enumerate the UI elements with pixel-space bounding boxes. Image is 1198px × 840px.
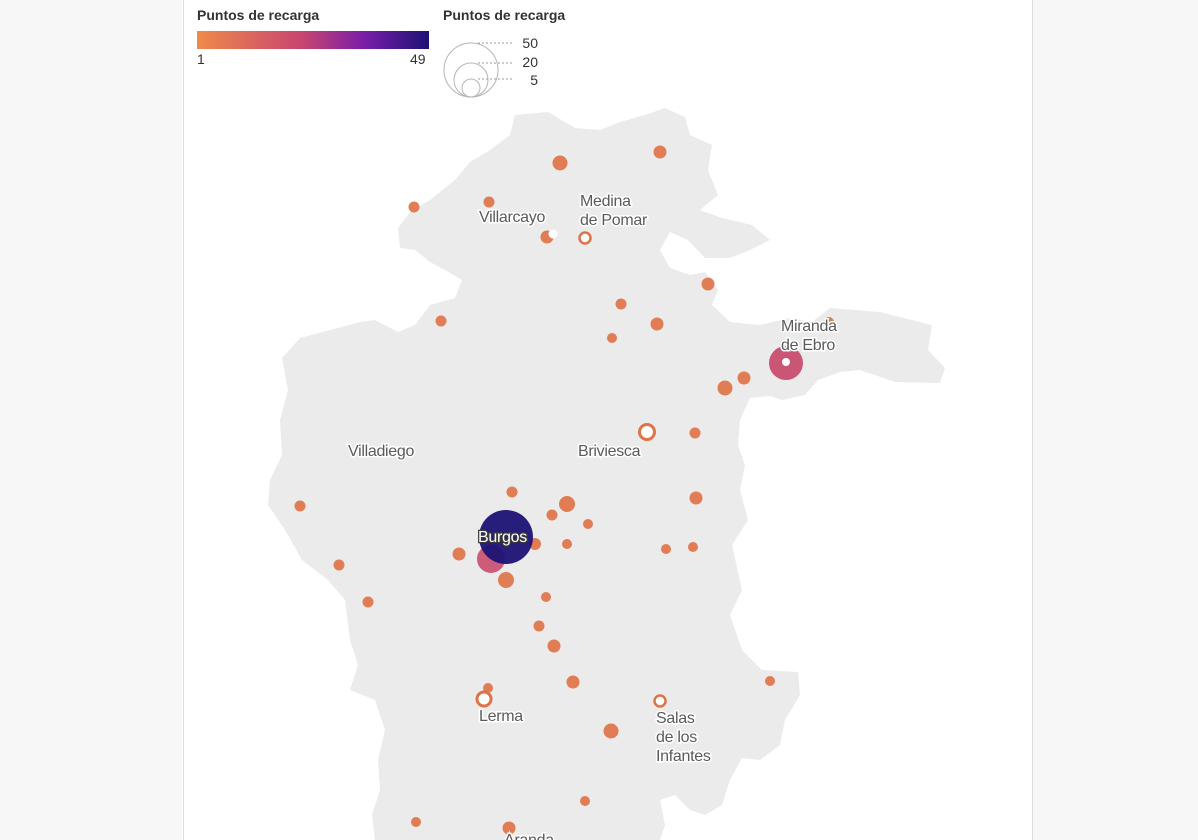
place-label-line: de los <box>656 729 697 746</box>
charging-point <box>498 572 514 588</box>
town-marker <box>475 690 493 708</box>
place-label-briviesca: Briviesca <box>578 443 641 460</box>
charging-point <box>689 427 701 439</box>
color-gradient-bar <box>197 31 429 49</box>
place-label-line: Medina <box>580 193 631 210</box>
charging-point <box>546 509 558 521</box>
charging-point <box>737 371 751 385</box>
charging-point <box>411 817 421 827</box>
size-legend: 50 20 5 <box>443 35 538 98</box>
place-label-villadiego: Villadiego <box>348 443 414 460</box>
place-label-line: Miranda <box>781 318 837 335</box>
charging-point <box>435 315 447 327</box>
charging-points <box>294 145 834 835</box>
place-label-medina-de-pomar: Medina de Pomar <box>580 193 648 229</box>
size-legend-circle-small <box>461 78 481 98</box>
place-label-line: de Pomar <box>580 212 648 229</box>
place-label-lerma: Lerma <box>479 708 523 725</box>
size-legend-circle-medium <box>453 62 489 98</box>
town-marker <box>782 358 790 366</box>
color-legend-max: 49 <box>410 51 426 67</box>
charging-point <box>552 155 568 171</box>
charging-point <box>650 317 664 331</box>
charging-point <box>603 723 619 739</box>
size-legend-label-50: 50 <box>522 35 538 51</box>
town-marker <box>548 229 558 239</box>
charging-point <box>547 639 561 653</box>
charging-point-burgos <box>479 510 533 564</box>
charging-point <box>607 333 617 343</box>
place-label-line: Salas <box>656 710 695 727</box>
place-label-line: Infantes <box>656 748 711 765</box>
province-burgos-shape <box>268 108 945 840</box>
charging-point <box>653 145 667 159</box>
charging-point <box>483 196 495 208</box>
size-legend-label-5: 5 <box>530 72 538 88</box>
size-legend-circle-large <box>443 42 499 98</box>
charging-point <box>362 596 374 608</box>
charging-point <box>506 486 518 498</box>
charging-point <box>824 317 834 327</box>
charging-point <box>689 491 703 505</box>
size-legend-label-20: 20 <box>522 54 538 70</box>
place-label-miranda-de-ebro: Miranda de Ebro <box>781 318 841 354</box>
charging-point <box>452 547 466 561</box>
town-marker <box>578 231 592 245</box>
charging-point <box>661 544 671 554</box>
size-legend-title: Puntos de recarga <box>443 7 566 23</box>
page-margin-left <box>0 0 182 840</box>
color-legend-title: Puntos de recarga <box>197 7 320 23</box>
charging-point <box>765 676 775 686</box>
charging-point <box>502 821 516 835</box>
town-marker <box>653 694 667 708</box>
charging-point <box>566 675 580 689</box>
charging-point <box>541 592 551 602</box>
place-label-aranda: Aranda <box>504 832 554 840</box>
place-labels: Medina de Pomar Villarcayo Miranda de Eb… <box>347 192 841 840</box>
page-margin-right <box>1032 0 1198 840</box>
color-legend-min: 1 <box>197 51 205 67</box>
charging-point <box>701 277 715 291</box>
place-label-salas-de-los-infantes: Salas de los Infantes <box>656 710 711 765</box>
charging-point <box>583 519 593 529</box>
charging-point <box>717 380 733 396</box>
charging-point <box>408 201 420 213</box>
charging-point <box>615 298 627 310</box>
charging-point <box>294 500 306 512</box>
charging-point <box>333 559 345 571</box>
charging-point <box>483 683 493 693</box>
place-label-villarcayo: Villarcayo <box>479 209 545 226</box>
charging-point <box>559 496 575 512</box>
charging-point <box>580 796 590 806</box>
place-label-line: de Ebro <box>781 337 835 354</box>
place-label-burgos: Burgos <box>478 529 527 546</box>
charging-point <box>562 539 572 549</box>
charging-point <box>688 542 698 552</box>
charging-point <box>533 620 545 632</box>
town-marker <box>638 423 656 441</box>
